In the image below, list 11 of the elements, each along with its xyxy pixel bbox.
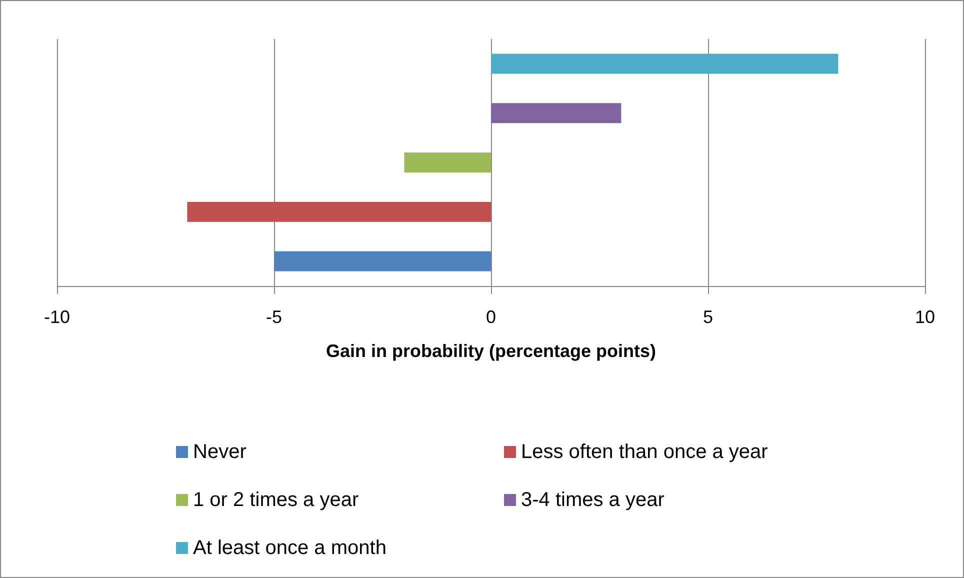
x-tick-label: -5 xyxy=(266,307,282,327)
x-tick-label: 5 xyxy=(702,307,714,327)
legend-label: At least once a month xyxy=(193,537,386,559)
legend-label: 1 or 2 times a year xyxy=(193,489,359,511)
x-axis-title: Gain in probability (percentage points) xyxy=(326,341,656,361)
legend-label: Never xyxy=(193,441,247,463)
legend-label: 3-4 times a year xyxy=(521,489,665,511)
x-tick-label: -10 xyxy=(44,307,70,327)
x-tick-label: 0 xyxy=(486,307,496,327)
legend-label: Less often than once a year xyxy=(521,441,768,463)
x-tick-label: 10 xyxy=(914,307,936,327)
